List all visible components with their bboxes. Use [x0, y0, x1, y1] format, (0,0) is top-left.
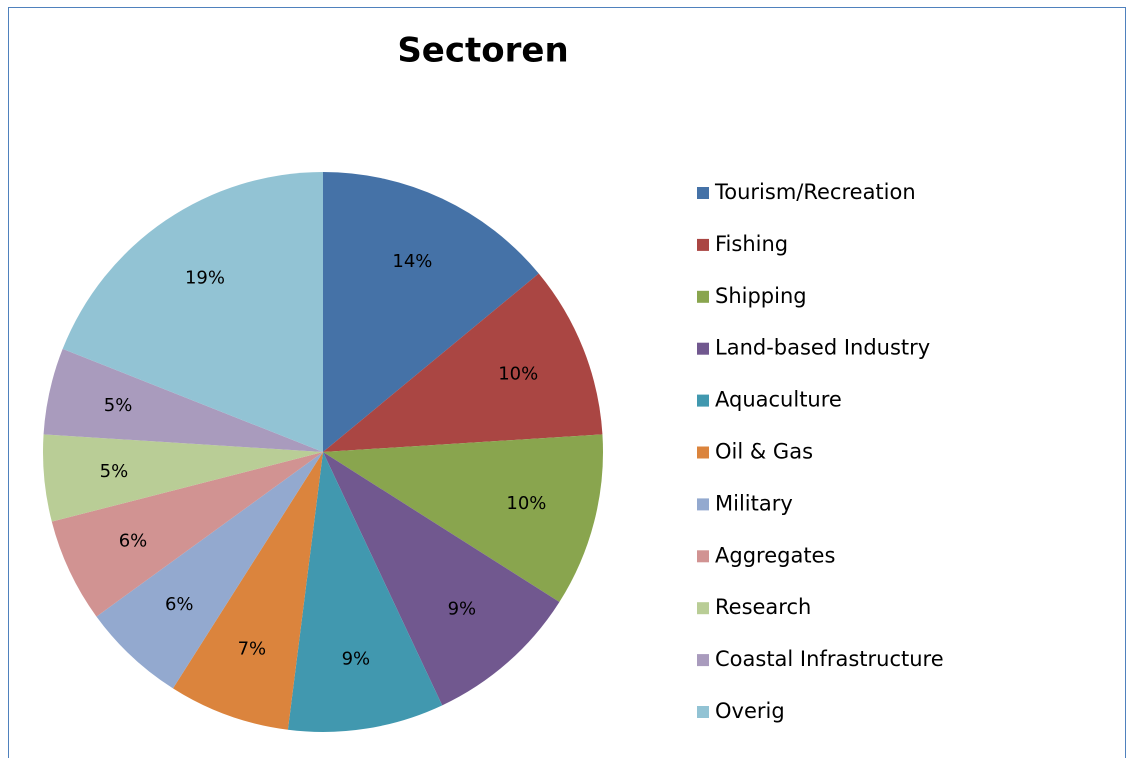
legend-swatch	[697, 602, 709, 615]
legend-label: Tourism/Recreation	[714, 180, 916, 204]
legend-swatch	[697, 498, 709, 511]
legend-label: Fishing	[715, 232, 788, 256]
data-label: 6%	[165, 594, 194, 615]
data-label: 9%	[342, 648, 371, 669]
data-label: 14%	[392, 251, 432, 272]
data-label: 10%	[498, 364, 538, 385]
data-label: 9%	[448, 599, 477, 620]
pie-slice	[42, 434, 323, 522]
legend-swatch	[697, 706, 709, 718]
legend-swatch	[697, 394, 709, 407]
data-label: 19%	[185, 267, 225, 288]
legend-swatch	[697, 187, 709, 199]
pie-slice	[62, 172, 323, 452]
data-label: 7%	[238, 639, 267, 660]
pie-slice	[172, 452, 323, 730]
legend-swatch	[697, 550, 709, 563]
chart-title: Sectoren	[397, 31, 568, 71]
legend-swatch	[697, 446, 709, 459]
legend-label: Military	[715, 491, 793, 515]
pie-slice	[287, 452, 443, 732]
legend-label: Coastal Infrastructure	[715, 647, 944, 671]
pie-slice	[323, 452, 560, 706]
pie-slice	[323, 273, 603, 452]
pie-slice	[51, 452, 323, 617]
data-label: 5%	[100, 461, 129, 482]
data-label: 10%	[506, 493, 546, 514]
legend-swatch	[697, 654, 709, 667]
pie-slice	[96, 452, 323, 689]
legend-label: Research	[715, 595, 811, 619]
legend-swatch	[697, 342, 709, 355]
legend-swatch	[697, 238, 709, 251]
pie-slice	[323, 434, 604, 603]
legend-label: Aggregates	[715, 543, 835, 567]
legend-label: Oil & Gas	[715, 440, 813, 464]
data-label: 5%	[104, 395, 133, 416]
legend-label: Land-based Industry	[715, 336, 930, 360]
data-label: 6%	[119, 530, 148, 551]
legend-label: Overig	[715, 699, 785, 723]
pie-slice	[323, 172, 539, 452]
legend-swatch	[697, 290, 709, 303]
legend-label: Shipping	[715, 284, 807, 308]
legend-label: Aquaculture	[715, 388, 842, 412]
chart-border	[8, 7, 1126, 758]
pie-slice	[43, 348, 323, 452]
